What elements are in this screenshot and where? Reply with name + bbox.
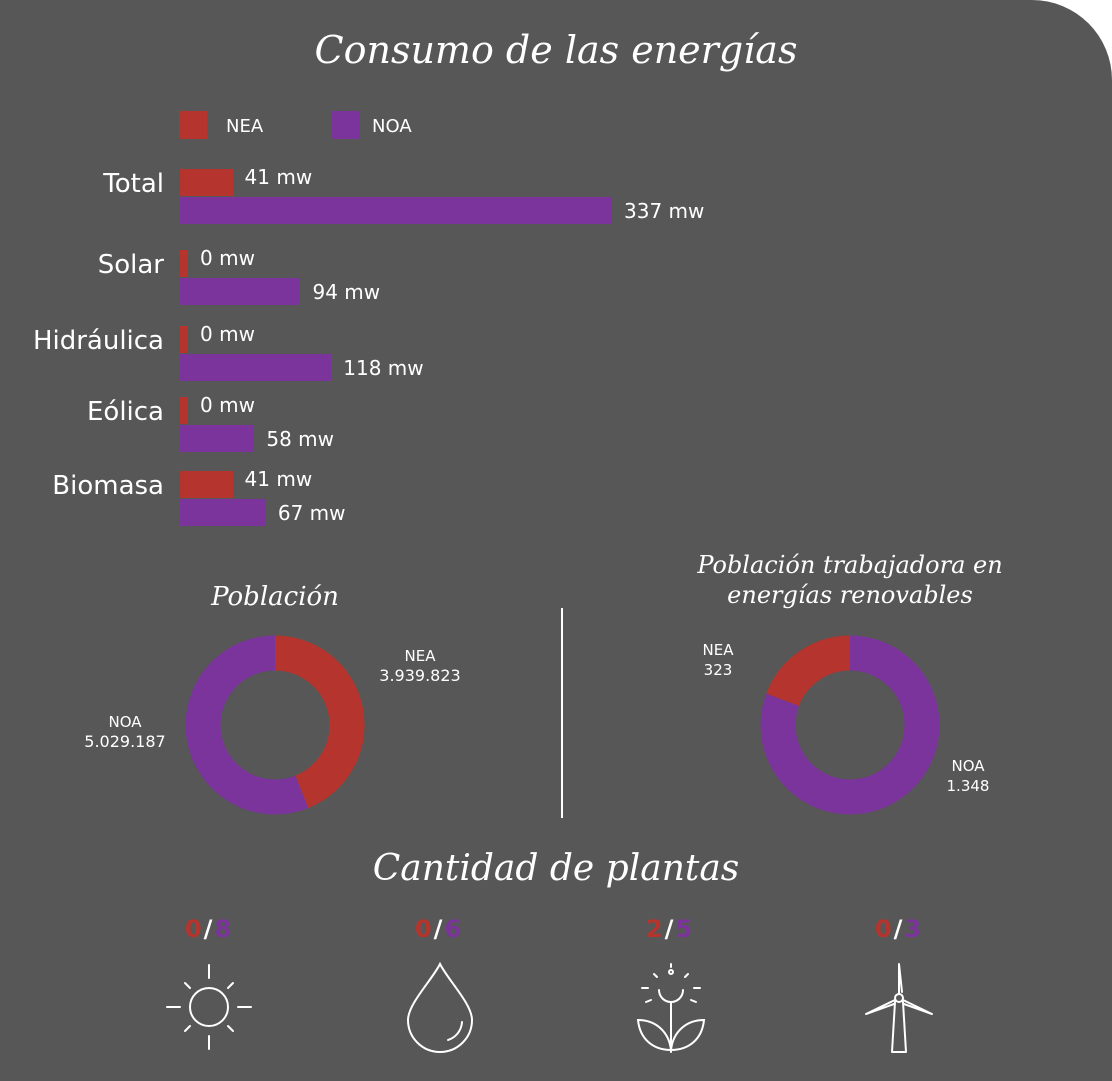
donut-title-trabajadora: Población trabajadora en energías renova… <box>697 551 1003 609</box>
donut1-label-noa-value: 5.029.187 <box>84 732 166 751</box>
count-sep: / <box>664 915 676 943</box>
bar-nea <box>180 250 188 277</box>
bar-noa <box>180 278 301 305</box>
bar-noa <box>180 354 332 381</box>
bar-noa <box>180 197 612 224</box>
plant-hidraulica: 0/6 <box>359 915 519 943</box>
donut-title-poblacion: Población <box>211 582 339 612</box>
count-nea: 0 <box>184 915 204 943</box>
donut2-label-nea: NEA 323 <box>688 640 748 680</box>
donut2-label-nea-value: 323 <box>703 661 733 679</box>
count-noa: 3 <box>904 915 924 943</box>
bar-value-label: 118 mw <box>343 356 424 380</box>
count-nea: 2 <box>645 915 665 943</box>
plant-eolica-count: 0/3 <box>819 915 979 943</box>
bar-value-label: 58 mw <box>266 427 334 451</box>
donut1-label-noa-name: NOA <box>108 713 142 731</box>
category-label: Hidráulica <box>32 326 164 356</box>
plant-hidraulica-count: 0/6 <box>359 915 519 943</box>
plant-biomasa-count: 2/5 <box>590 915 750 943</box>
bar-noa <box>180 499 266 526</box>
category-label: Biomasa <box>52 471 164 501</box>
bar-nea <box>180 397 188 424</box>
sun-plant-icon <box>636 963 706 1053</box>
legend-label-nea: NEA <box>226 116 264 137</box>
bar-value-label: 0 mw <box>200 393 255 417</box>
legend-swatch-nea <box>179 111 207 139</box>
divider <box>561 608 563 818</box>
donut2-label-noa: NOA 1.348 <box>935 756 1001 796</box>
bar-nea <box>180 471 233 498</box>
category-label: Eólica <box>86 397 164 427</box>
bar-value-label: 67 mw <box>277 501 346 525</box>
bar-value-label: 41 mw <box>244 165 313 189</box>
donut1-label-nea-name: NEA <box>404 647 436 665</box>
bar-value-label: 0 mw <box>200 246 255 270</box>
bar-nea <box>180 169 233 196</box>
donut1-label-nea-value: 3.939.823 <box>379 666 461 685</box>
count-nea: 0 <box>414 915 434 943</box>
donut-chart-poblacion <box>185 635 365 815</box>
bar-nea <box>180 326 188 353</box>
donut-chart-trabajadora <box>760 635 940 815</box>
category-label: Solar <box>97 250 164 280</box>
plant-solar: 0/8 <box>129 915 289 943</box>
donut1-label-noa: NOA 5.029.187 <box>70 712 180 752</box>
bar-noa <box>180 425 255 452</box>
donut-slice-nea <box>760 635 940 815</box>
plant-eolica: 0/3 <box>819 915 979 943</box>
donut1-label-nea: NEA 3.939.823 <box>360 646 480 686</box>
chart-title: Consumo de las energías <box>314 28 798 72</box>
plant-solar-count: 0/8 <box>129 915 289 943</box>
plants-title: Cantidad de plantas <box>372 848 740 889</box>
plant-biomasa: 2/5 <box>590 915 750 943</box>
count-nea: 0 <box>874 915 894 943</box>
count-noa: 6 <box>444 915 464 943</box>
donut-slice-noa <box>185 635 365 815</box>
count-noa: 5 <box>675 915 695 943</box>
water-drop-icon <box>406 961 474 1053</box>
count-sep: / <box>203 915 215 943</box>
sun-icon <box>166 964 252 1050</box>
category-label: Total <box>103 169 164 199</box>
donut2-label-noa-value: 1.348 <box>946 777 990 795</box>
wind-turbine-icon <box>865 963 933 1053</box>
bar-value-label: 337 mw <box>624 199 705 223</box>
legend-label-noa: NOA <box>372 116 412 137</box>
bar-value-label: 0 mw <box>200 322 255 346</box>
legend-swatch-noa <box>332 111 360 139</box>
count-sep: / <box>893 915 905 943</box>
bar-value-label: 94 mw <box>312 280 381 304</box>
count-noa: 8 <box>214 915 234 943</box>
bar-value-label: 41 mw <box>244 467 313 491</box>
donut2-label-noa-name: NOA <box>951 757 985 775</box>
count-sep: / <box>433 915 445 943</box>
donut2-label-nea-name: NEA <box>702 641 734 659</box>
